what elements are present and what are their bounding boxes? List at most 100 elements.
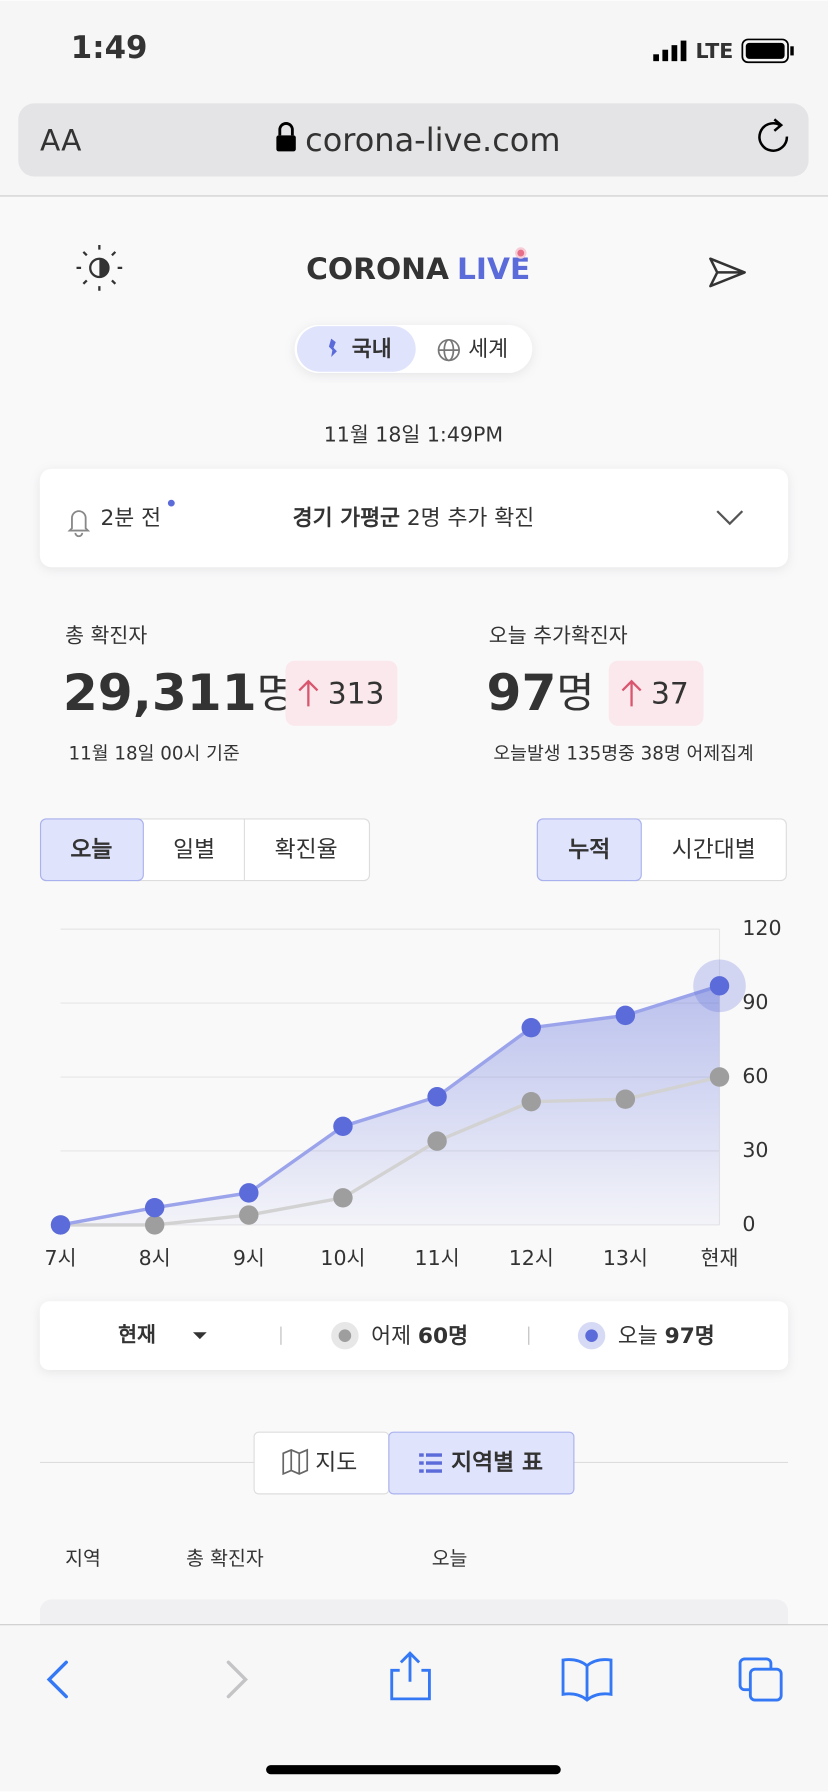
tab-domestic-bg[interactable]: [296, 326, 416, 372]
legend-entry: 오늘 97명: [618, 1324, 715, 1349]
x-tick-label: 10시: [320, 1246, 365, 1270]
clock: 1:49: [71, 30, 148, 66]
y-tick-label: 30: [742, 1138, 768, 1162]
stat-unit: 명: [556, 669, 594, 717]
share-icon[interactable]: [709, 257, 746, 288]
view-tab[interactable]: 일별: [173, 837, 215, 863]
mode-tab-active[interactable]: [536, 818, 642, 882]
table-header: 총 확진자: [186, 1547, 264, 1570]
notice-body: 2명 추가 확진: [407, 506, 534, 531]
stat-label: 총 확진자: [65, 624, 147, 648]
mode-tab[interactable]: 시간대별: [672, 837, 756, 863]
new-dot: [167, 499, 175, 507]
home-indicator: [266, 1765, 561, 1775]
legend-dot: [338, 1329, 352, 1342]
up-arrow: [298, 679, 319, 707]
point: [144, 1197, 165, 1218]
view-tab[interactable]: 오늘: [70, 837, 112, 863]
share-button[interactable]: [390, 1651, 431, 1701]
legend-dot: [585, 1329, 598, 1342]
stat-note: 11월 18일 00시 기준: [69, 743, 240, 764]
series-line: [60, 1075, 720, 1227]
chevron[interactable]: [716, 510, 744, 526]
x-tick-label: 9시: [233, 1246, 265, 1270]
stat-value: 29,311명: [63, 663, 295, 722]
stat-number: 29,311: [63, 663, 257, 722]
legend-name: 오늘: [618, 1324, 658, 1349]
point: [144, 1215, 165, 1235]
forward-button[interactable]: [226, 1660, 248, 1699]
point: [521, 1091, 541, 1112]
notice-text: 경기 가평군 2명 추가 확진: [293, 506, 535, 531]
point: [615, 1089, 636, 1109]
reload-icon[interactable]: [758, 118, 789, 152]
tab-world[interactable]: 세계: [468, 337, 508, 362]
series-line: [60, 984, 721, 1227]
theme-icon[interactable]: [76, 245, 123, 291]
lock-icon: [276, 121, 296, 152]
table-header: 지역: [65, 1547, 101, 1570]
point: [50, 1215, 71, 1235]
notice-card[interactable]: [39, 468, 789, 568]
globe-icon: [437, 338, 460, 362]
view-tab[interactable]: 확진율: [275, 837, 338, 863]
toolbar: [0, 1624, 828, 1792]
time-selector[interactable]: 현재: [118, 1323, 156, 1347]
legend-value: 97명: [665, 1324, 715, 1349]
legend-entry: 어제 60명: [371, 1324, 468, 1349]
point: [333, 1188, 353, 1208]
legend-value: 60명: [418, 1324, 468, 1349]
view-tab-active[interactable]: [39, 818, 144, 882]
x-tick-label: 13시: [603, 1246, 648, 1270]
point: [615, 1005, 636, 1026]
legend-name: 어제: [371, 1324, 411, 1349]
stat-value: 97명: [487, 663, 595, 722]
point: [239, 1183, 259, 1203]
url[interactable]: corona-live.com: [305, 121, 560, 159]
x-tick-label: 8시: [139, 1246, 171, 1270]
delta-badge: [285, 660, 398, 726]
x-tick-label: 7시: [45, 1246, 77, 1270]
delta-value: 37: [651, 676, 689, 711]
signal-icon: [653, 40, 687, 62]
mode-tab[interactable]: 누적: [568, 837, 610, 863]
network: LTE: [696, 39, 734, 63]
bookmarks-button[interactable]: [561, 1658, 613, 1702]
tab-domestic[interactable]: 국내: [352, 337, 392, 362]
delta-value: 313: [328, 676, 385, 711]
up-arrow: [621, 679, 642, 707]
notice-time: 2분 전: [101, 506, 162, 531]
x-tick-label: 현재: [701, 1246, 739, 1270]
text-size-button[interactable]: AA: [40, 124, 82, 159]
updated-time: 11월 18일 1:49PM: [324, 423, 503, 447]
table-tab-bg[interactable]: [388, 1431, 575, 1495]
notice-region: 경기 가평군: [293, 506, 400, 531]
chart: 0 30 60 90 120 7시 8시 9시 10시 11시 12시 13시 현재: [45, 916, 782, 1270]
y-tick-label: 120: [742, 916, 781, 940]
point: [709, 976, 730, 996]
y-tick-label: 0: [742, 1212, 755, 1236]
legend: 어제 60명 오늘 97명: [331, 1321, 715, 1350]
tabs-button[interactable]: [738, 1657, 783, 1702]
table-tab[interactable]: 지역별 표: [451, 1450, 543, 1476]
legend-card: [39, 1301, 789, 1370]
y-tick-label: 60: [742, 1064, 768, 1088]
stat-note: 오늘발생 135명중 38명 어제집계: [493, 743, 753, 764]
delta-badge: [608, 660, 704, 726]
back-button[interactable]: [46, 1660, 68, 1699]
point: [521, 1018, 541, 1038]
map-tab[interactable]: 지도: [315, 1450, 357, 1476]
bell-icon: [67, 510, 91, 538]
map-icon: [282, 1448, 309, 1476]
point: [427, 1131, 447, 1151]
korea-icon: [328, 338, 337, 357]
point: [709, 1067, 730, 1087]
url-bar[interactable]: [18, 103, 809, 177]
x-tick-label: 11시: [415, 1246, 460, 1270]
point: [333, 1116, 353, 1137]
battery-icon: [741, 38, 794, 64]
stat-number: 97: [487, 663, 557, 722]
point: [427, 1087, 447, 1107]
